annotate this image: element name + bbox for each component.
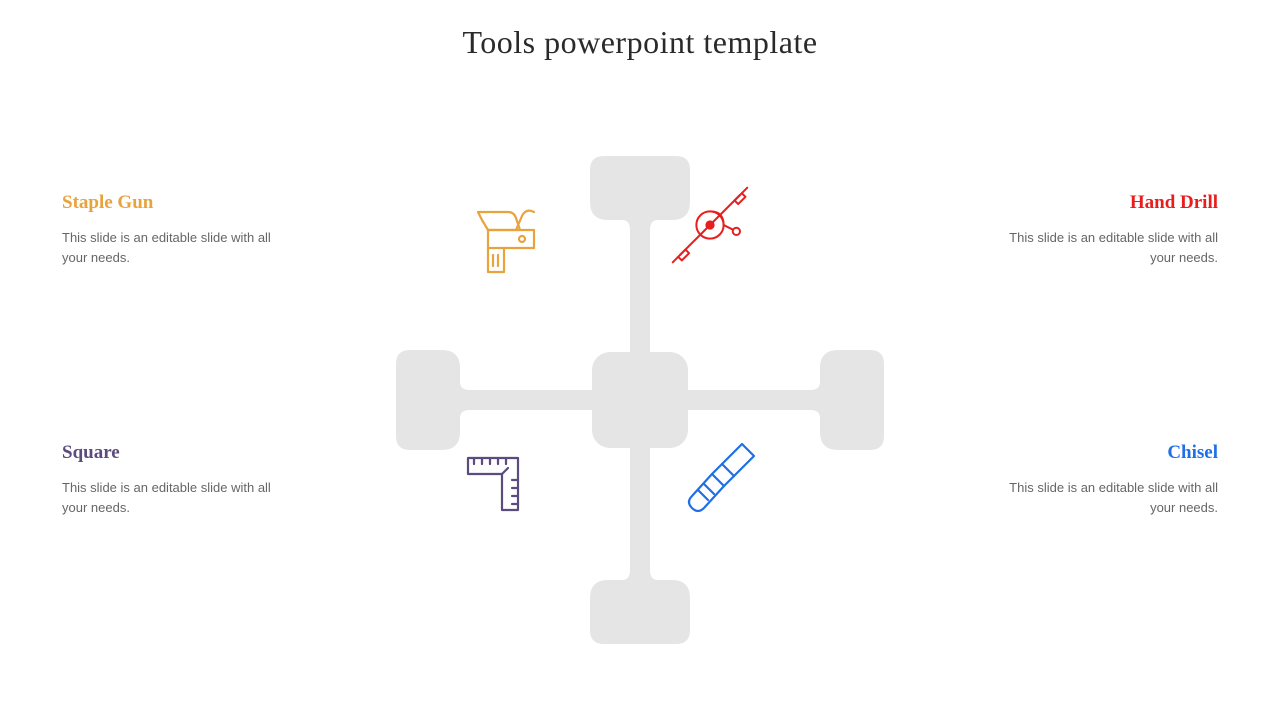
chisel-icon: [670, 430, 770, 530]
item-chisel: Chisel This slide is an editable slide w…: [988, 442, 1218, 517]
page-title: Tools powerpoint template: [0, 0, 1280, 61]
item-title: Hand Drill: [988, 192, 1218, 214]
hand-drill-icon: [660, 175, 760, 275]
item-staple-gun: Staple Gun This slide is an editable sli…: [62, 192, 292, 267]
item-desc: This slide is an editable slide with all…: [988, 478, 1218, 517]
item-title: Chisel: [988, 442, 1218, 464]
staple-gun-icon: [460, 190, 560, 290]
square-ruler-icon: [450, 430, 550, 530]
item-square: Square This slide is an editable slide w…: [62, 442, 292, 517]
item-hand-drill: Hand Drill This slide is an editable sli…: [988, 192, 1218, 267]
item-desc: This slide is an editable slide with all…: [988, 228, 1218, 267]
item-desc: This slide is an editable slide with all…: [62, 478, 292, 517]
item-desc: This slide is an editable slide with all…: [62, 228, 292, 267]
item-title: Staple Gun: [62, 192, 292, 214]
item-title: Square: [62, 442, 292, 464]
